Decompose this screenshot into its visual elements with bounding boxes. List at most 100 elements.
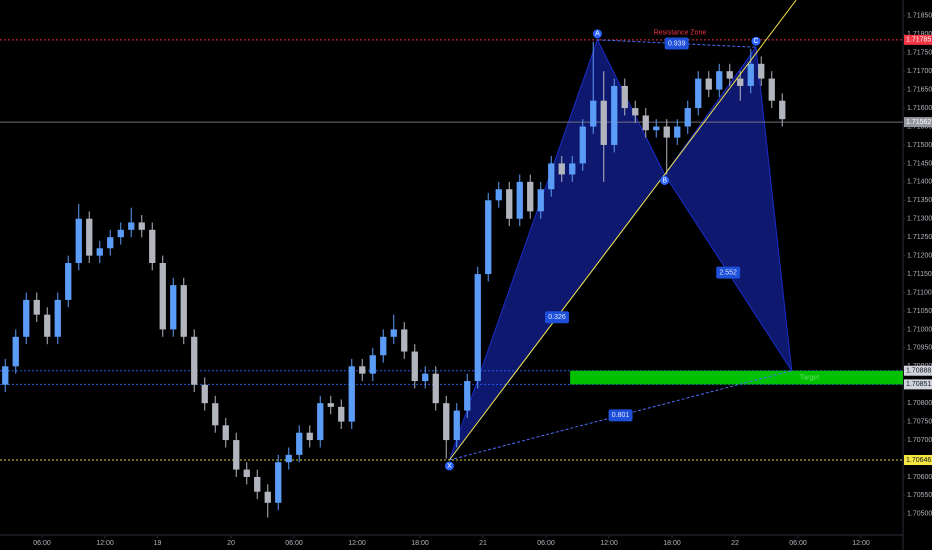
candle-body bbox=[474, 274, 481, 382]
y-tick-label: 1.70550 bbox=[907, 492, 932, 499]
candle-body bbox=[369, 355, 376, 374]
candle-body bbox=[716, 71, 723, 90]
candle-body bbox=[390, 329, 397, 337]
candle-body bbox=[590, 100, 597, 127]
level-price-box bbox=[904, 379, 932, 390]
x-tick-label: 18:00 bbox=[411, 540, 429, 547]
level-price-box bbox=[904, 454, 932, 465]
candle-body bbox=[705, 78, 712, 90]
candle-body bbox=[264, 491, 271, 503]
x-tick-label: 06:00 bbox=[285, 540, 303, 547]
candle-body bbox=[159, 263, 166, 330]
candle-body bbox=[464, 381, 471, 411]
candle-body bbox=[275, 462, 282, 503]
candle-body bbox=[537, 189, 544, 212]
y-tick-label: 1.71000 bbox=[907, 326, 932, 333]
y-tick-label: 1.71350 bbox=[907, 197, 932, 204]
candle-body bbox=[632, 108, 639, 116]
candle-body bbox=[432, 373, 439, 404]
candle-body bbox=[611, 85, 618, 145]
y-tick-label: 1.71600 bbox=[907, 105, 932, 112]
candle-body bbox=[23, 299, 30, 337]
y-tick-label: 1.70950 bbox=[907, 345, 932, 352]
candle-body bbox=[495, 189, 502, 201]
ratio-box bbox=[716, 266, 741, 279]
candle-body bbox=[621, 85, 628, 109]
y-tick-label: 1.70800 bbox=[907, 400, 932, 407]
candle-body bbox=[726, 71, 733, 79]
y-tick-label: 1.71650 bbox=[907, 86, 932, 93]
level-price-label: 1.70851 bbox=[906, 381, 931, 388]
ratio-box bbox=[608, 409, 633, 422]
candle-body bbox=[12, 336, 19, 367]
point-marker bbox=[444, 461, 454, 471]
candle-body bbox=[695, 78, 702, 109]
candle-body bbox=[516, 181, 523, 219]
candle-body bbox=[579, 126, 586, 164]
candle-body bbox=[285, 454, 292, 463]
ratio-label: 0.801 bbox=[612, 412, 630, 419]
candle-body bbox=[222, 425, 229, 441]
level-price-label: 1.70646 bbox=[906, 457, 931, 464]
trend-line bbox=[449, 0, 797, 461]
candle-body bbox=[453, 410, 460, 441]
candle-body bbox=[44, 314, 51, 337]
y-tick-label: 1.71300 bbox=[907, 216, 932, 223]
y-tick-label: 1.70700 bbox=[907, 437, 932, 444]
candle-body bbox=[96, 248, 103, 256]
candle-body bbox=[558, 163, 565, 175]
candle-body bbox=[548, 163, 555, 190]
candle-body bbox=[422, 373, 429, 382]
ratio-box bbox=[664, 37, 689, 50]
y-tick-label: 1.70750 bbox=[907, 418, 932, 425]
candle-body bbox=[191, 336, 198, 385]
candle-body bbox=[75, 218, 82, 264]
candle-body bbox=[600, 100, 607, 145]
point-marker bbox=[660, 175, 670, 185]
level-price-label: 1.71785 bbox=[906, 37, 931, 44]
candle-body bbox=[107, 237, 114, 249]
y-tick-label: 1.71800 bbox=[907, 31, 932, 38]
candle-body bbox=[348, 366, 355, 422]
ratio-label: 0.326 bbox=[548, 314, 566, 321]
x-tick-label: 06:00 bbox=[789, 540, 807, 547]
candle-body bbox=[65, 263, 72, 300]
candle-body bbox=[653, 126, 660, 131]
candle-body bbox=[747, 63, 754, 86]
candle-body bbox=[33, 299, 40, 315]
x-tick-label: 21 bbox=[479, 540, 487, 547]
target-zone bbox=[570, 370, 903, 385]
y-tick-label: 1.71250 bbox=[907, 234, 932, 241]
resistance-label: Resistance Zone bbox=[654, 30, 707, 37]
candle-body bbox=[170, 285, 177, 330]
candle-body bbox=[243, 469, 250, 477]
y-tick-label: 1.71500 bbox=[907, 142, 932, 149]
point-label: A bbox=[595, 31, 600, 38]
candle-body bbox=[2, 366, 9, 385]
x-tick-label: 06:00 bbox=[33, 540, 51, 547]
x-tick-label: 12:00 bbox=[96, 540, 114, 547]
y-tick-label: 1.71700 bbox=[907, 68, 932, 75]
candle-body bbox=[149, 229, 156, 264]
candle-body bbox=[212, 403, 219, 426]
candle-body bbox=[737, 78, 744, 86]
y-tick-label: 1.71400 bbox=[907, 179, 932, 186]
candle-body bbox=[411, 351, 418, 382]
candle-body bbox=[506, 189, 513, 219]
y-tick-label: 1.71450 bbox=[907, 160, 932, 167]
candle-body bbox=[254, 476, 261, 492]
level-price-box bbox=[904, 117, 932, 128]
zone-label: Target bbox=[800, 374, 820, 381]
y-tick-label: 1.71750 bbox=[907, 50, 932, 57]
level-price-box bbox=[904, 34, 932, 45]
level-price-label: 1.71562 bbox=[906, 119, 931, 126]
point-marker bbox=[592, 29, 602, 39]
candle-body bbox=[117, 229, 124, 238]
x-tick-label: 18:00 bbox=[663, 540, 681, 547]
candle-body bbox=[674, 126, 681, 138]
candle-body bbox=[338, 406, 345, 422]
candle-body bbox=[758, 63, 765, 79]
candle-body bbox=[684, 108, 691, 127]
candle-body bbox=[642, 115, 649, 131]
